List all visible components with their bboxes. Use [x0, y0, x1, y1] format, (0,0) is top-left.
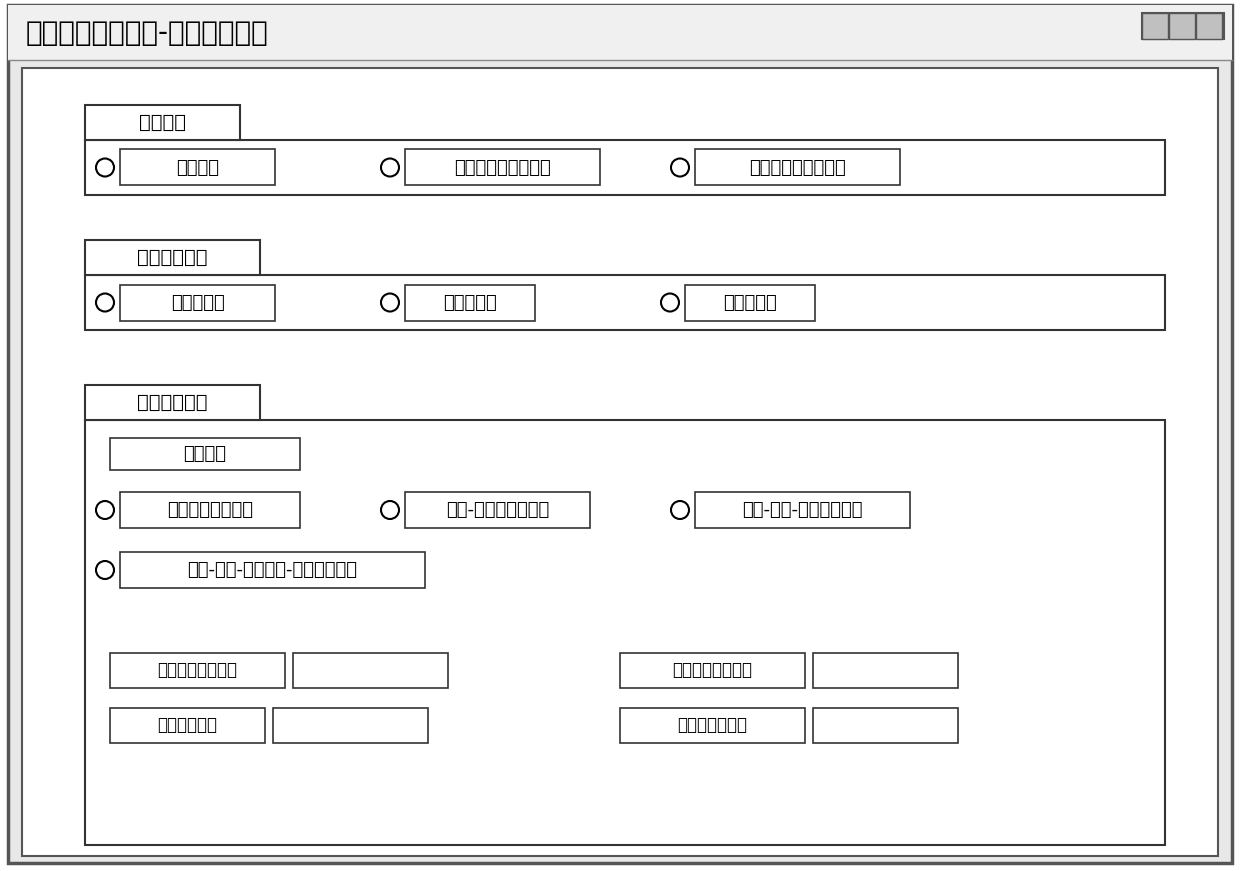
Text: 支线客机: 支线客机: [176, 159, 219, 177]
Bar: [86, 275, 1166, 330]
Bar: [405, 285, 534, 321]
Text: 总客座数（座级）: 总客座数（座级）: [157, 661, 238, 679]
Bar: [405, 492, 590, 528]
Text: 大众型市场: 大众型市场: [171, 294, 224, 312]
Bar: [813, 707, 959, 742]
Bar: [1169, 13, 1195, 39]
Bar: [86, 240, 260, 275]
Bar: [1142, 13, 1168, 39]
Text: 全经济舱（一级）: 全经济舱（一级）: [167, 501, 253, 519]
Text: 机型输入: 机型输入: [139, 113, 186, 132]
Bar: [120, 552, 425, 588]
Text: 初始条件输入模块-市场条件输入: 初始条件输入模块-市场条件输入: [26, 18, 269, 46]
Bar: [86, 420, 1166, 845]
Bar: [293, 652, 448, 687]
Text: 客舱分级: 客舱分级: [184, 445, 227, 463]
Text: 应急出口布置数量: 应急出口布置数量: [672, 661, 753, 679]
Text: 单通道窄体干线客机: 单通道窄体干线客机: [454, 159, 551, 177]
Bar: [1142, 13, 1224, 39]
Text: 厨房布置数量: 厨房布置数量: [157, 716, 217, 734]
Text: 兼顾型市场: 兼顾型市场: [443, 294, 497, 312]
Bar: [86, 385, 260, 420]
Text: 市场定位输入: 市场定位输入: [138, 248, 208, 267]
Text: 市场要求输入: 市场要求输入: [138, 393, 208, 412]
Text: 双通道宽体干线客机: 双通道宽体干线客机: [749, 159, 846, 177]
Text: 头等-商务-经济（三级）: 头等-商务-经济（三级）: [743, 501, 863, 519]
Bar: [273, 707, 428, 742]
Bar: [620, 707, 805, 742]
Text: 高端型市场: 高端型市场: [723, 294, 777, 312]
Text: 头等-商务-高端经济-经济（四级）: 头等-商务-高端经济-经济（四级）: [187, 561, 357, 579]
Text: 商务-经济舱（二级）: 商务-经济舱（二级）: [446, 501, 549, 519]
Bar: [1197, 13, 1221, 39]
Bar: [694, 492, 910, 528]
Bar: [684, 285, 815, 321]
Bar: [120, 492, 300, 528]
Bar: [86, 105, 241, 140]
Bar: [813, 652, 959, 687]
Bar: [86, 140, 1166, 195]
Bar: [620, 652, 805, 687]
Bar: [110, 707, 265, 742]
Bar: [110, 438, 300, 470]
Bar: [694, 150, 900, 186]
Bar: [120, 150, 275, 186]
Bar: [120, 285, 275, 321]
Bar: [110, 652, 285, 687]
Text: 盥洗室布置数量: 盥洗室布置数量: [677, 716, 748, 734]
Bar: [7, 5, 1233, 60]
Bar: [405, 150, 600, 186]
